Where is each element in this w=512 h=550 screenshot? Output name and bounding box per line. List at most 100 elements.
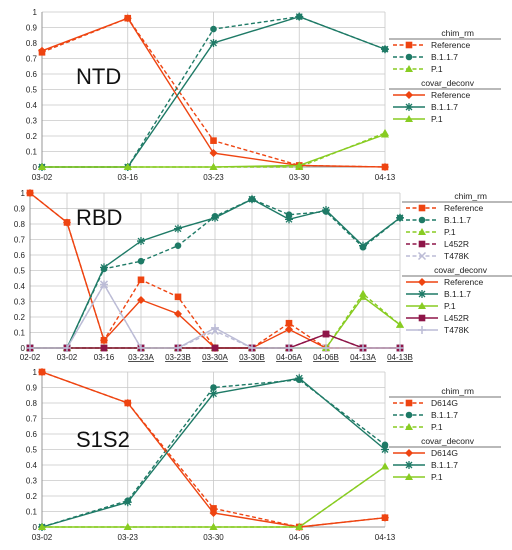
y-tick-label: 0.1 bbox=[26, 148, 38, 157]
data-point bbox=[123, 163, 132, 170]
y-tick-label: 0.7 bbox=[14, 236, 26, 245]
data-point bbox=[137, 257, 145, 265]
data-point bbox=[123, 14, 132, 23]
legend-entry: P.1 bbox=[444, 227, 456, 237]
legend-entry: T478K bbox=[444, 251, 469, 261]
chart-ntd: 0 0.1 0.2 0.3 0.4 0.5 0.6 0.7 0.8 0.9 1 03-02 03-16 0… bbox=[26, 8, 501, 182]
data-point bbox=[381, 163, 389, 171]
data-point bbox=[100, 344, 108, 352]
y-tick-label: 0.6 bbox=[26, 70, 38, 79]
y-tick-label: 0.8 bbox=[26, 399, 38, 408]
data-point bbox=[174, 309, 182, 318]
data-point bbox=[137, 276, 145, 284]
legend-marker bbox=[405, 41, 413, 49]
legend-marker bbox=[405, 53, 413, 61]
legend-entry: L452R bbox=[444, 313, 469, 323]
legend-marker bbox=[405, 115, 413, 122]
y-tick-label: 0.8 bbox=[26, 39, 38, 48]
legend-entry: T478K bbox=[444, 325, 469, 335]
legend-entry: Reference bbox=[431, 40, 470, 50]
data-point bbox=[100, 263, 108, 272]
legend-marker bbox=[418, 216, 426, 224]
data-point bbox=[63, 218, 71, 227]
data-point bbox=[322, 344, 330, 352]
legend-marker bbox=[405, 399, 413, 407]
data-point bbox=[209, 389, 218, 398]
data-point bbox=[137, 237, 145, 246]
data-point bbox=[211, 323, 219, 332]
y-tick-label: 1 bbox=[33, 8, 38, 17]
data-point bbox=[38, 368, 46, 376]
data-point bbox=[396, 320, 404, 328]
x-tick-label: 03-23 bbox=[118, 533, 139, 542]
y-tick-label: 0.9 bbox=[26, 24, 38, 33]
legend-entry: P.1 bbox=[431, 472, 443, 482]
legend-entry: B.1.1.7 bbox=[444, 289, 471, 299]
legend-entry: P.1 bbox=[431, 64, 443, 74]
y-tick-label: 0.5 bbox=[26, 86, 38, 95]
legend-marker bbox=[418, 228, 426, 235]
legend-entry: P.1 bbox=[431, 422, 443, 432]
legend-entry: B.1.1.7 bbox=[431, 410, 458, 420]
x-tick-label: 04-06 bbox=[289, 533, 310, 542]
data-point bbox=[211, 344, 219, 352]
y-tick-label: 0.3 bbox=[26, 117, 38, 126]
data-point bbox=[359, 344, 367, 352]
y-tick-label: 0.1 bbox=[26, 508, 38, 517]
data-point bbox=[381, 45, 389, 54]
y-tick-label: 0.8 bbox=[14, 220, 26, 229]
data-point bbox=[100, 280, 108, 289]
data-point bbox=[38, 46, 46, 55]
legend-marker bbox=[405, 411, 413, 419]
data-point bbox=[137, 295, 145, 304]
x-tick-label: 03-02 bbox=[32, 533, 53, 542]
data-point bbox=[359, 241, 367, 250]
data-point bbox=[381, 441, 389, 449]
data-point bbox=[295, 523, 304, 530]
legend-group-title: covar_deconv bbox=[421, 78, 475, 88]
y-tick-label: 0.2 bbox=[26, 492, 38, 501]
legend-marker bbox=[405, 423, 413, 430]
legend-entry: Reference bbox=[431, 90, 470, 100]
data-point bbox=[174, 224, 182, 233]
data-point bbox=[322, 206, 330, 215]
y-tick-label: 0.3 bbox=[26, 477, 38, 486]
x-tick-label: 03-02 bbox=[57, 353, 78, 362]
data-point bbox=[137, 344, 145, 352]
chart-s1s2: 0 0.1 0.2 0.3 0.4 0.5 0.6 0.7 0.8 0.9 1 03-02 03-23 0… bbox=[26, 368, 501, 542]
data-point bbox=[396, 344, 404, 352]
data-point bbox=[174, 242, 182, 249]
data-point bbox=[123, 498, 132, 507]
x-tick-label: 03-23B bbox=[165, 353, 191, 362]
x-tick-label: 04-06A bbox=[276, 353, 302, 362]
y-tick-label: 0.5 bbox=[26, 446, 38, 455]
data-point bbox=[38, 523, 46, 530]
legend-marker bbox=[418, 204, 426, 212]
y-tick-label: 0.4 bbox=[26, 461, 38, 470]
data-point bbox=[396, 213, 404, 222]
legend-entry: L452R bbox=[444, 239, 469, 249]
legend-marker bbox=[405, 103, 413, 111]
legend-marker bbox=[418, 290, 426, 298]
data-point bbox=[381, 462, 389, 470]
legend-entry: Reference bbox=[444, 277, 483, 287]
legend-marker bbox=[418, 314, 426, 322]
legend-entry: P.1 bbox=[431, 114, 443, 124]
x-tick-label: 03-30A bbox=[202, 353, 228, 362]
data-point bbox=[209, 523, 218, 530]
data-point bbox=[210, 505, 217, 512]
y-tick-label: 0.6 bbox=[14, 251, 26, 260]
legend-entry: P.1 bbox=[444, 301, 456, 311]
data-point bbox=[285, 319, 293, 327]
panel-title: RBD bbox=[76, 205, 122, 230]
data-point bbox=[285, 344, 293, 352]
legend-group-title: covar_deconv bbox=[421, 436, 475, 446]
y-tick-label: 1 bbox=[21, 189, 26, 198]
y-tick-label: 0.9 bbox=[14, 205, 26, 214]
y-tick-label: 0 bbox=[33, 163, 38, 172]
data-point bbox=[209, 509, 218, 518]
data-point bbox=[211, 213, 219, 222]
legend-marker bbox=[405, 65, 413, 72]
y-tick-label: 0 bbox=[33, 523, 38, 532]
y-tick-label: 1 bbox=[33, 368, 38, 377]
